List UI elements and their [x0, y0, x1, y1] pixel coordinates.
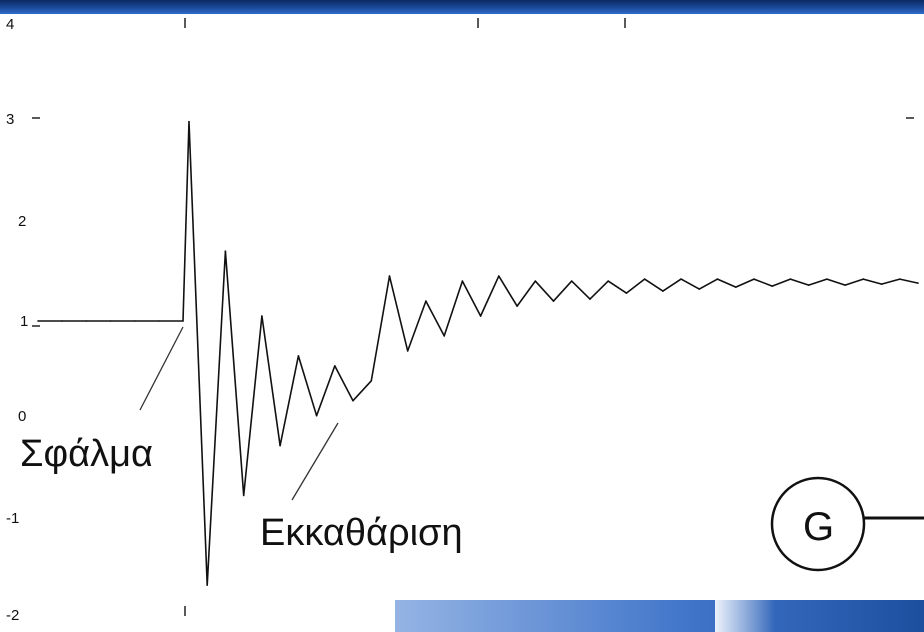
- clearing-label: Εκκαθάριση: [260, 512, 463, 554]
- waveform-point: [406, 350, 409, 352]
- waveform-point: [570, 280, 573, 282]
- waveform-point: [534, 280, 537, 282]
- waveform-point: [352, 399, 354, 402]
- waveform-point: [224, 250, 227, 252]
- y-tick-label-neg2: -2: [6, 607, 19, 624]
- y-tick-label-3: 3: [6, 111, 14, 128]
- y-tick-label-4: 4: [6, 16, 14, 33]
- waveform-point: [188, 120, 190, 123]
- waveform-point: [735, 286, 737, 288]
- waveform-point: [133, 320, 136, 322]
- waveform-point: [279, 444, 281, 447]
- waveform-point: [807, 284, 810, 286]
- waveform-point: [680, 278, 682, 280]
- waveform-point: [789, 278, 792, 280]
- fault-pointer-line: [139, 326, 184, 411]
- waveform-point: [297, 355, 300, 357]
- waveform-point: [643, 278, 646, 280]
- generator-label: G: [803, 505, 834, 549]
- top-decor-band: [0, 0, 924, 14]
- waveform-point: [698, 288, 701, 290]
- waveform-point: [206, 584, 208, 586]
- waveform-point: [425, 300, 427, 302]
- y-tick-label-0: 0: [18, 408, 26, 425]
- waveform-series-line: [38, 120, 919, 586]
- waveform-point: [753, 278, 755, 280]
- y-tick-label-1: 1: [20, 313, 28, 330]
- waveform-point: [662, 290, 664, 292]
- waveform-point: [370, 380, 373, 382]
- waveform-point: [771, 285, 773, 287]
- waveform-point: [388, 275, 391, 277]
- waveform-point: [37, 320, 39, 322]
- waveform-point: [589, 298, 591, 300]
- waveform-point: [880, 283, 883, 285]
- waveform-points: [37, 120, 919, 586]
- waveform-point: [443, 335, 446, 337]
- waveform-point: [862, 278, 865, 280]
- waveform-point: [516, 305, 518, 307]
- waveform-point: [242, 494, 245, 497]
- waveform-point: [498, 275, 500, 277]
- bottom-band-white-fade: [715, 600, 775, 632]
- waveform-point: [607, 280, 609, 282]
- waveform-point: [625, 292, 628, 294]
- waveform-point: [158, 320, 160, 322]
- clearing-pointer-line: [291, 422, 339, 501]
- waveform-point: [315, 414, 318, 417]
- waveform-point: [917, 282, 919, 284]
- waveform-point: [61, 320, 63, 322]
- waveform-point: [461, 280, 464, 282]
- waveform-point: [109, 320, 112, 322]
- waveform-point: [552, 300, 555, 302]
- y-tick-label-neg1: -1: [6, 510, 19, 527]
- waveform-point: [334, 365, 336, 367]
- waveform-point: [479, 315, 482, 317]
- bottom-decor-band: [0, 600, 924, 632]
- waveform-point: [826, 278, 828, 280]
- waveform-point: [85, 320, 88, 322]
- waveform-point: [844, 284, 846, 286]
- waveform-point: [261, 315, 263, 317]
- y-tick-label-2: 2: [18, 213, 26, 230]
- fault-label: Σφάλμα: [20, 433, 153, 475]
- waveform-point: [716, 278, 719, 280]
- waveform-point: [182, 320, 184, 322]
- generator-symbol-icon: [770, 476, 866, 572]
- waveform-point: [899, 278, 901, 280]
- bottom-band-white-left: [0, 600, 395, 632]
